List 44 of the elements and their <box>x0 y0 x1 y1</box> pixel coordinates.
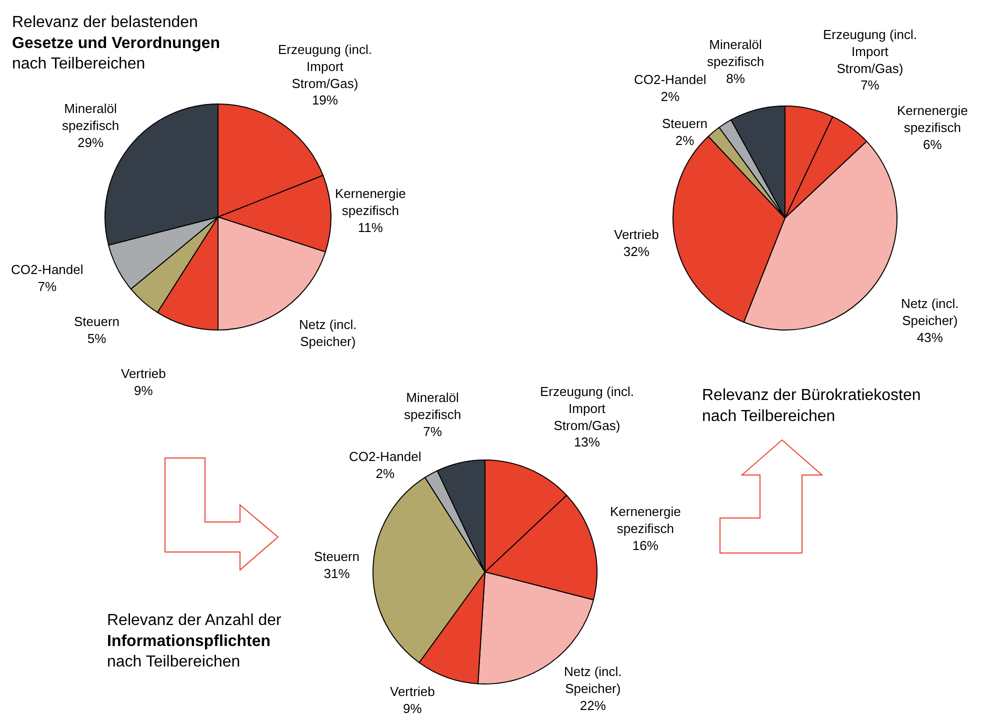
data-label: 9% <box>403 700 422 716</box>
data-label: 13% <box>574 434 600 450</box>
text: Relevanz der Anzahl der Informationspflichten nach Teilbereichen <box>107 612 282 671</box>
data-label: 29% <box>78 134 104 150</box>
data-label: 43% <box>916 330 944 345</box>
data-label: 22% <box>580 698 606 713</box>
slice-label: Erzeugung (incl. Import Strom/Gas) <box>540 384 634 433</box>
slice-label: CO2-Handel <box>11 262 84 277</box>
data-label: 5% <box>87 330 107 346</box>
slice-label: Mineralöl spezifisch <box>707 37 764 69</box>
data-label: 19% <box>312 92 338 108</box>
data-label: 7% <box>860 78 880 93</box>
data-label: 2% <box>660 88 680 104</box>
text: Relevanz der Bürokratiekosten nach Teilbereichen <box>702 387 921 425</box>
slice-label: Steuern <box>314 549 360 564</box>
data-label: 2% <box>675 132 695 148</box>
slice-label: CO2-Handel <box>634 72 706 87</box>
slice-label: Kernenergie spezifisch <box>610 504 681 536</box>
slice-label: Erzeugung (incl. Import Strom/Gas) <box>823 27 917 76</box>
slice-label: Steuern <box>662 116 708 131</box>
data-label: 2% <box>376 466 395 481</box>
data-label: 7% <box>423 424 442 439</box>
slice-label: Mineralöl spezifisch <box>404 390 462 422</box>
data-label: 9% <box>134 382 154 398</box>
slice-label: Vertrieb <box>614 227 659 242</box>
slice-label: Steuern <box>74 314 120 329</box>
slice-label: Erzeugung (incl. Import Strom/Gas) <box>278 42 372 91</box>
slice-label: Kernenergie spezifisch <box>897 103 968 135</box>
slice-label: Kernenergie spezifisch <box>335 186 406 218</box>
slice-label: Mineralöl spezifisch <box>62 101 120 133</box>
slice-label: Netz (incl. Speicher) <box>564 664 622 696</box>
data-label: 8% <box>726 70 746 86</box>
slice-label: Vertrieb <box>121 366 166 381</box>
data-label: 31% <box>324 566 350 581</box>
data-label: 11% <box>358 220 384 235</box>
data-label: 7% <box>38 278 57 294</box>
chart-title: Relevanz der belastenden Gesetze und Verordnungen nach Teilbereichen <box>12 14 220 73</box>
slice-label: Netz (incl. Speicher) <box>299 317 357 349</box>
data-label: 6% <box>923 136 942 152</box>
slice-label: Vertrieb <box>390 684 435 699</box>
data-label: 16% <box>632 538 659 553</box>
data-label: 32% <box>623 244 650 259</box>
slice-label: Netz (incl. Speicher) <box>901 296 959 328</box>
slice-label: CO2-Handel <box>349 449 422 464</box>
